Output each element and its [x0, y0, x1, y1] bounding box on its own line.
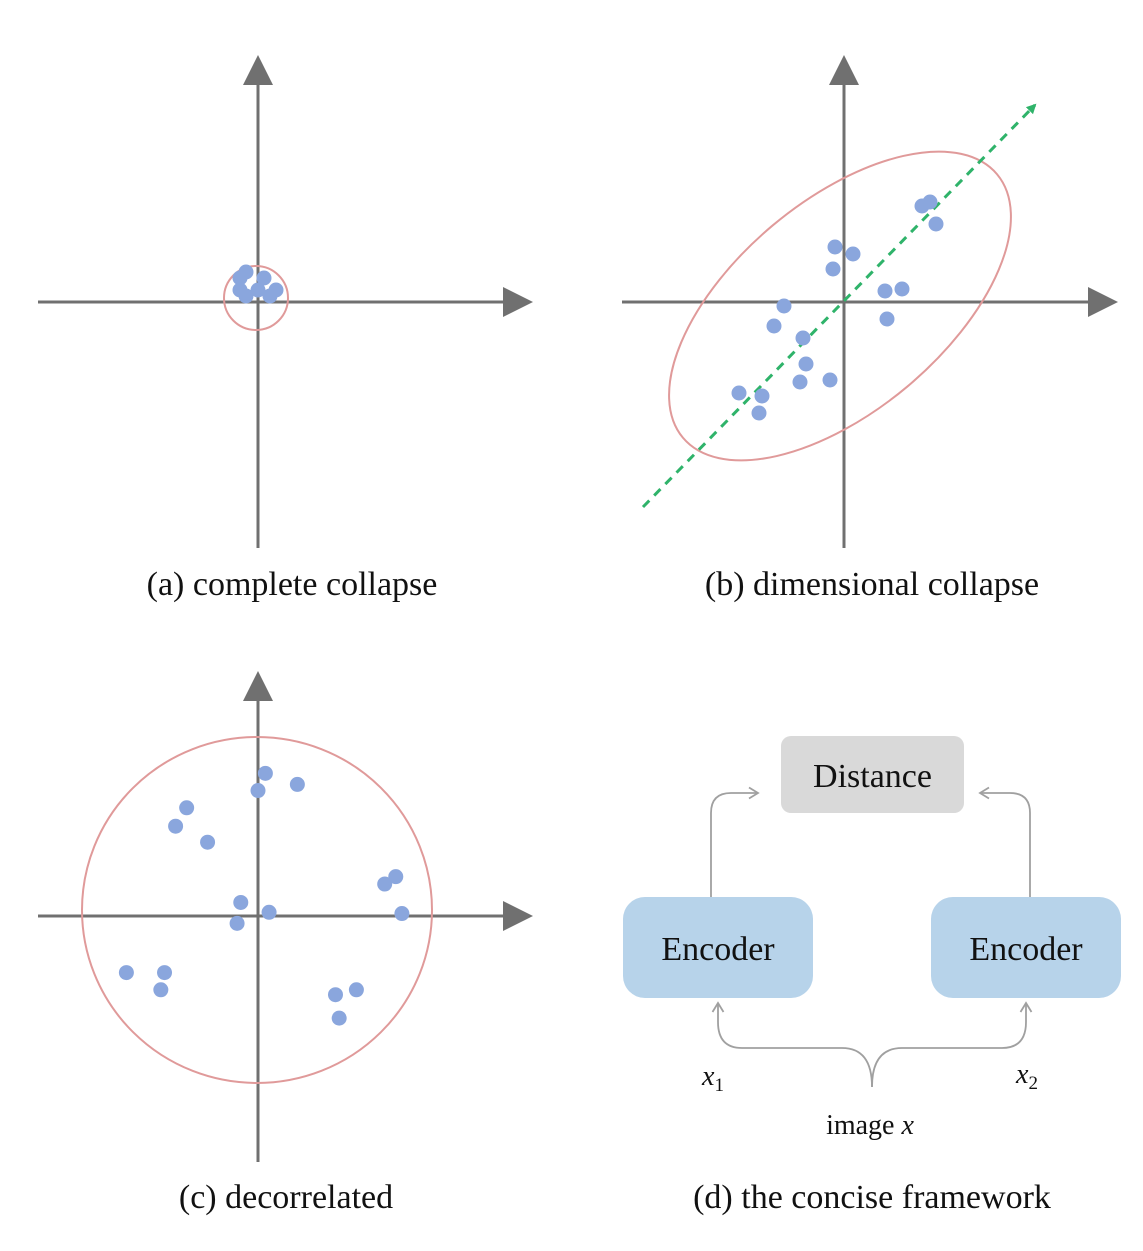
points-group-b [731, 194, 944, 421]
point-b-5 [845, 246, 861, 262]
caption-c: (c) decorrelated [178, 1179, 394, 1216]
point-c-4 [179, 800, 195, 816]
point-b-10 [766, 318, 782, 334]
point-c-18 [331, 1010, 347, 1026]
encoder-left-label: Encoder [661, 931, 775, 968]
point-b-7 [877, 283, 893, 299]
encoder-right-box [931, 897, 1121, 998]
point-b-8 [894, 281, 910, 297]
decorrelated-circle [81, 736, 433, 1084]
point-b-4 [827, 239, 843, 255]
point-b-15 [822, 372, 838, 388]
point-c-6 [200, 834, 216, 850]
collapse-circle-a [223, 265, 289, 331]
point-a-2 [232, 270, 248, 286]
point-b-13 [798, 356, 814, 372]
point-a-7 [238, 288, 254, 304]
points-group-a [232, 264, 284, 304]
point-c-2 [250, 783, 266, 799]
point-c-7 [388, 869, 404, 885]
encoder-right-label: Encoder [969, 931, 1083, 968]
point-c-10 [261, 904, 277, 920]
point-c-14 [157, 965, 173, 981]
point-b-6 [825, 261, 841, 277]
point-c-15 [153, 982, 169, 998]
image-x-label: image x [826, 1110, 914, 1141]
x1-label: x1 [701, 1061, 724, 1096]
encoder-left-box [623, 897, 813, 998]
point-c-11 [394, 906, 410, 922]
point-b-2 [922, 194, 938, 210]
panel-dimensional-collapse [622, 55, 1118, 548]
point-b-12 [795, 330, 811, 346]
point-a-5 [250, 282, 266, 298]
point-b-18 [751, 405, 767, 421]
point-b-16 [731, 385, 747, 401]
left-input-arrow [711, 1001, 873, 1088]
caption-d: (d) the concise framework [693, 1179, 1051, 1216]
points-group-c [118, 765, 410, 1026]
point-b-3 [928, 216, 944, 232]
ellipse-b [668, 150, 1012, 462]
point-a-8 [262, 288, 278, 304]
x2-label: x2 [1015, 1059, 1038, 1094]
panel-decorrelated [38, 671, 533, 1162]
caption-a: (a) complete collapse [146, 566, 438, 603]
right-input-arrow [871, 1001, 1033, 1088]
point-c-5 [168, 818, 184, 834]
point-b-11 [879, 311, 895, 327]
point-c-16 [327, 987, 343, 1003]
point-b-9 [776, 298, 792, 314]
point-a-3 [256, 270, 272, 286]
point-c-12 [229, 915, 245, 931]
point-c-8 [377, 876, 393, 892]
point-c-3 [289, 776, 305, 792]
point-c-1 [257, 765, 273, 781]
point-c-9 [233, 894, 249, 910]
caption-b: (b) dimensional collapse [704, 566, 1040, 603]
left-output-arrow [710, 786, 760, 897]
point-b-17 [754, 388, 770, 404]
point-c-17 [348, 982, 364, 998]
point-c-13 [118, 965, 134, 981]
principal-direction-line [641, 103, 1037, 509]
panel-concise-framework: Distance Encoder Encoder x1 x2 image x [623, 736, 1121, 1141]
distance-label: Distance [813, 758, 932, 795]
point-b-14 [792, 374, 808, 390]
right-output-arrow [978, 786, 1031, 897]
panel-complete-collapse [38, 55, 533, 548]
distance-box [781, 736, 964, 813]
